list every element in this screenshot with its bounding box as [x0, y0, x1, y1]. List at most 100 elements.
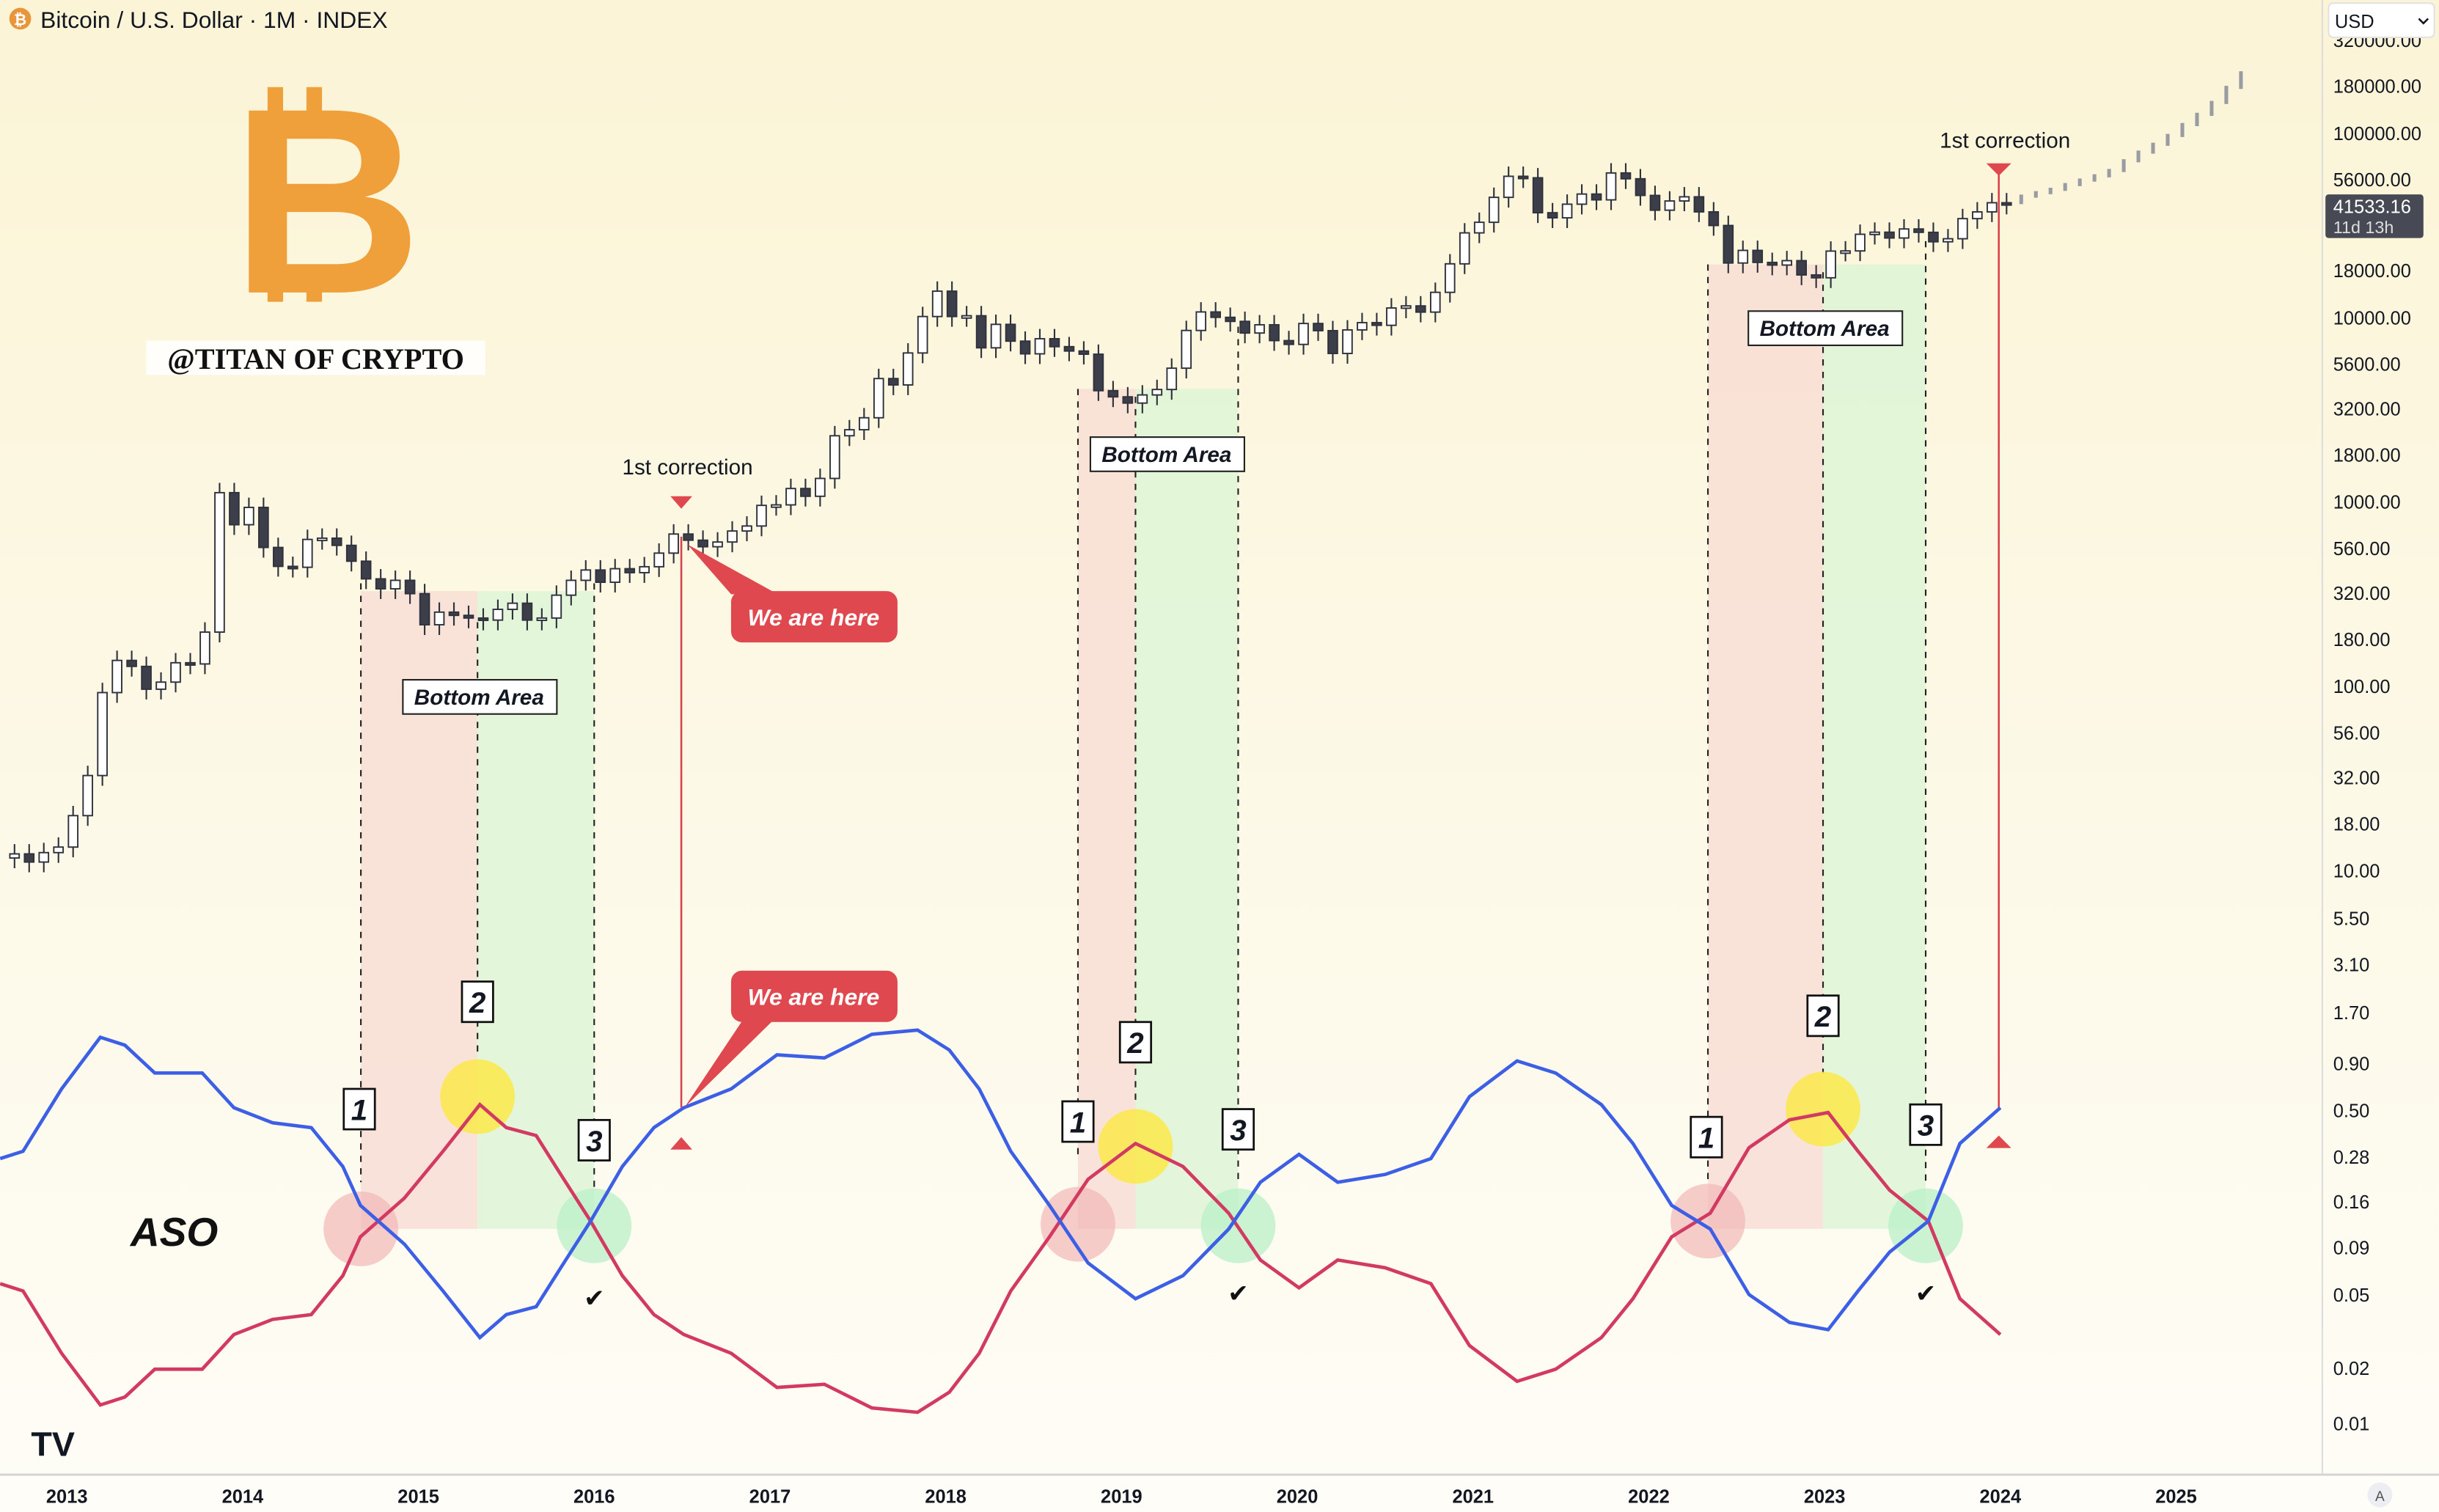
candle: [1401, 296, 1412, 318]
candle: [1693, 187, 1705, 222]
time-axis-label: 2025: [2155, 1486, 2197, 1507]
candle-body: [419, 592, 430, 625]
we-are-here-text: We are here: [748, 983, 880, 1010]
currency-value: USD: [2335, 12, 2374, 32]
candle-body: [1561, 203, 1573, 219]
candle-body: [1371, 322, 1382, 326]
chevron-down-icon: [2418, 18, 2429, 25]
price-axis-label: 0.01: [2333, 1414, 2370, 1435]
candle: [507, 593, 518, 620]
candle: [1503, 166, 1514, 208]
price-axis-label: 10.00: [2333, 861, 2380, 881]
bottom-area-label: Bottom Area: [1747, 310, 1904, 347]
auto-scale-button[interactable]: [2367, 1482, 2393, 1508]
candle-body: [961, 315, 972, 319]
candle: [521, 593, 533, 631]
candle: [1473, 212, 1485, 243]
candle: [389, 570, 401, 599]
candle: [668, 524, 679, 564]
currency-select[interactable]: USD: [2328, 2, 2435, 38]
aso-bulls-line: [0, 1028, 2002, 1340]
candle: [946, 281, 958, 327]
bottom-area-text: Bottom Area: [414, 686, 544, 710]
price-axis-label: 3200.00: [2333, 400, 2401, 420]
candle: [1107, 381, 1119, 408]
candle-body: [815, 477, 826, 497]
candle-body: [1459, 232, 1470, 265]
candle: [1151, 379, 1163, 405]
time-axis[interactable]: [0, 1475, 2439, 1512]
candle: [858, 408, 870, 441]
candle-body: [287, 565, 298, 570]
candle-body: [1225, 316, 1236, 323]
candle-body: [375, 578, 386, 590]
candle: [1078, 341, 1090, 365]
candle: [448, 602, 460, 626]
first-correction-label: 1st correction: [1940, 129, 2070, 153]
price-axis-label: 100.00: [2333, 677, 2391, 697]
candle: [1605, 163, 1617, 210]
candle-body: [301, 538, 313, 568]
cross-circle-bull: [1888, 1188, 1963, 1263]
candle-body: [1444, 263, 1456, 293]
time-axis-label: 2016: [573, 1486, 615, 1507]
candle-body: [1093, 353, 1104, 392]
candle-body: [1913, 228, 1924, 233]
bull-zone: [1823, 264, 1926, 1229]
price-axis-label: 1000.00: [2333, 493, 2401, 513]
projection-bar: [2209, 100, 2214, 117]
cross-circle-bear: [323, 1191, 399, 1266]
candle: [111, 650, 122, 703]
candle: [404, 570, 416, 604]
candle-body: [1327, 329, 1338, 354]
bear-zone: [1077, 389, 1136, 1229]
candle: [1195, 302, 1207, 341]
candle-body: [1239, 320, 1250, 334]
candle-body: [1342, 329, 1353, 354]
candle: [844, 419, 855, 447]
candle-body: [1137, 394, 1148, 404]
candle-body: [1401, 305, 1412, 309]
candle: [243, 497, 254, 535]
step-marker-1: 1: [342, 1087, 376, 1131]
candle: [1444, 254, 1456, 303]
candle-body: [1635, 177, 1646, 197]
candle: [1781, 251, 1793, 276]
symbol-title[interactable]: Bitcoin / U.S. Dollar · 1M · INDEX: [40, 7, 388, 33]
peak-circle: [1098, 1109, 1173, 1184]
candle: [580, 560, 592, 591]
candle-body: [565, 579, 577, 596]
price-axis[interactable]: [2322, 0, 2439, 1512]
candle-body: [1166, 367, 1178, 391]
candle: [199, 622, 210, 675]
candle: [902, 343, 914, 395]
candle: [185, 653, 196, 675]
candle-body: [170, 661, 181, 683]
price-axis-label: 0.50: [2333, 1101, 2370, 1122]
candle-body: [1620, 172, 1632, 180]
candle: [492, 599, 504, 631]
candle-body: [1078, 350, 1090, 356]
candle-body: [1972, 210, 1983, 220]
candle: [1093, 344, 1104, 401]
candle-body: [1503, 175, 1514, 199]
candle: [1137, 385, 1148, 414]
candle-body: [917, 315, 928, 354]
candle-body: [1019, 340, 1031, 355]
projection-bar: [2224, 86, 2229, 104]
we-are-here-text: We are here: [748, 604, 880, 631]
projection-bar: [2048, 188, 2053, 194]
time-axis-label: 2024: [1980, 1486, 2022, 1507]
candle-body: [1122, 396, 1134, 404]
candle: [800, 478, 811, 507]
step-number: 1: [351, 1093, 367, 1126]
candle-body: [1386, 307, 1397, 326]
candle: [785, 478, 796, 515]
candle-body: [1928, 231, 1939, 243]
candle-body: [1181, 329, 1192, 370]
candle-body: [492, 609, 504, 621]
correction-markers: [670, 163, 2011, 1150]
candle-body: [126, 659, 137, 667]
price-axis-label: 5.50: [2333, 909, 2370, 930]
